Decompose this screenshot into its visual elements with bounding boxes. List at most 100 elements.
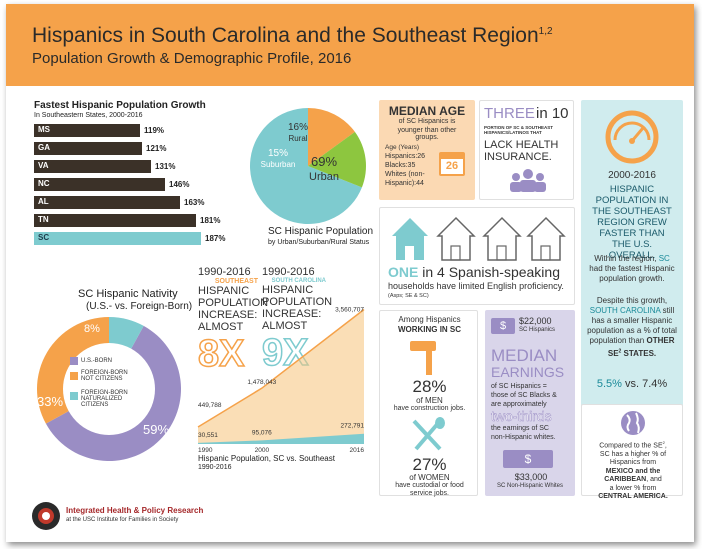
earnings-card: $ $22,000 SC Hispanics MEDIAN EARNINGS o… [485,310,575,496]
footer-org: Integrated Health & Policy Research [66,506,204,515]
health-three: THREE [484,105,535,122]
globe-icon [621,411,645,435]
area-series-sc [198,433,364,444]
increase-col-southeast: 1990-2016 SOUTHEAST HISPANIC POPULATION … [197,266,269,376]
growth-bar-nc: NC [34,178,165,191]
earnings-bot-label: SC Non-Hispanic Whites [496,483,564,489]
women-l1: of WOMEN [409,473,450,482]
area-x-tick-label: 2016 [350,447,365,454]
org-logo-icon [32,502,60,530]
health-lack: LACK HEALTH INSURANCE. [484,139,559,163]
area-data-label: 95,076 [252,429,272,436]
area-data-label: 30,551 [198,432,218,439]
col1-years: 1990-2016 [198,266,251,278]
area-x-tick-label: 2000 [255,447,270,454]
col1-l3: INCREASE: [198,309,258,321]
legend-naturalized: FOREIGN-BORN NATURALIZED CITIZENS [81,390,128,408]
earnings-top-label: SC Hispanics [519,327,556,333]
col2-region: SOUTH CAROLINA [271,278,326,284]
growth-bar-state-label: VA [38,161,49,170]
footer-sub: at the USC Institute for Families in Soc… [66,517,179,523]
growth-bar-value: 146% [169,180,190,189]
age-row-blacks: Blacks:35 [385,162,416,169]
area-chart-title: Hispanic Population, SC vs. Southeast [198,454,335,463]
earnings-top-amount: $22,000 [519,316,552,326]
urban-pie-chart: 69% Urban 15% Suburban 16% Rural [250,108,366,224]
usborn-pct-label: 59% [143,422,169,437]
legend-swatch-notcitizen [70,372,78,380]
urban-pie-subtitle: by Urban/Suburban/Rural Status [268,239,370,246]
growth-comparison-card: 2000-2016 HISPANIC POPULATION IN THE SOU… [581,100,683,430]
area-data-label: 3,560,707 [335,306,364,313]
infographic-page: Hispanics in South Carolina and the Sout… [6,4,694,542]
pie-slice-rural [308,131,366,188]
suburban-pct-label: 15% [268,148,288,159]
urban-label: Urban [309,171,339,183]
increase-col-sc: 1990-2016 SOUTH CAROLINA HISPANIC POPULA… [261,266,333,375]
urban-pct-label: 69% [311,154,337,169]
women-pct: 27% [412,455,447,474]
suburban-label: Suburban [261,160,296,169]
nativity-title: SC Hispanic Nativity [78,288,178,300]
health-small: PORTION OF SC & SOUTHEAST HISPANICS/LATI… [484,125,554,135]
col2-years: 1990-2016 [262,266,315,278]
area-data-label: 272,791 [341,423,365,430]
hammer-icon [410,341,436,375]
age-row-hispanics: Hispanics:26 [385,153,426,160]
growth-bar-al: AL [34,196,180,209]
growth-subtitle: In Southeastern States, 2000-2016 [34,112,143,119]
naturalized-pct-label: 8% [84,323,100,335]
bill-icon-bottom: $ [503,450,553,468]
legend-swatch-usborn [70,357,78,365]
growth-bar-state-label: TN [38,215,49,224]
growth-p1: Within the region, SC had the fastest Hi… [589,254,675,283]
earnings-earnings: EARNINGS [491,364,565,380]
median-age-card: MEDIAN AGE of SC Hispanics is younger th… [379,100,475,200]
growth-bar-state-label: SC [38,233,50,242]
growth-years: 2000-2016 [608,170,656,181]
col1-l2: POPULATION [198,297,269,309]
earnings-text: of SC Hispanics = those of SC Blacks & a… [491,383,557,441]
men-l1: of MEN [416,396,443,405]
fork-spoon-icon [412,417,445,451]
age-label: Age (Years) [385,144,420,151]
origin-card: Compared to the SE2, SC has a higher % o… [581,404,683,500]
men-pct: 28% [412,377,447,396]
header-banner: Hispanics in South Carolina and the Sout… [6,4,694,86]
rural-pct-label: 16% [288,122,308,133]
growth-bar-value: 187% [205,234,226,243]
col2-l2: POPULATION [262,296,333,308]
growth-bar-value: 131% [155,162,176,171]
col1-l1: HISPANIC [198,285,250,297]
col2-l3: INCREASE: [262,308,322,320]
growth-bar-sc: SC [34,232,201,245]
growth-bar-ga: GA [34,142,142,155]
health-in10: in 10 [536,105,569,122]
growth-bar-value: 181% [200,216,221,225]
growth-bar-ms: MS [34,124,140,137]
col2-l4: ALMOST [262,320,308,332]
growth-bar-value: 119% [144,126,165,135]
col2-l1: HISPANIC [262,284,314,296]
legend-usborn: U.S.-BORN [81,358,113,364]
age-row-whites: Whites (non- [385,171,425,178]
growth-bar-state-label: NC [38,179,50,188]
median-age-line2: younger than other groups. [397,127,457,141]
people-icon [510,169,546,192]
english-headline: ONE in 4 Spanish-speaking [388,264,560,280]
pie-slice-urban [250,108,362,224]
english-proficiency-card: ONE in 4 Spanish-speaking households hav… [379,207,575,305]
work-head2: WORKING IN SC [397,325,462,334]
rural-label: Rural [288,134,307,143]
growth-bar-state-label: MS [38,125,50,134]
area-data-label: 1,478,043 [247,379,276,386]
growth-bar-value: 121% [146,144,167,153]
women-l3: service jobs. [410,490,449,497]
growth-compare: 5.5% vs. 7.4% [596,378,668,390]
median-age-title: MEDIAN AGE [388,104,466,118]
growth-p2: Despite this growth, SOUTH CAROLINA stil… [587,296,677,358]
page-title: Hispanics in South Carolina and the Sout… [32,24,553,47]
health-insurance-card: THREE in 10 PORTION OF SC & SOUTHEAST HI… [479,100,574,200]
notcitizen-pct-label: 33% [37,394,63,409]
work-card: Among Hispanics WORKING IN SC 28% of MEN… [379,310,478,497]
